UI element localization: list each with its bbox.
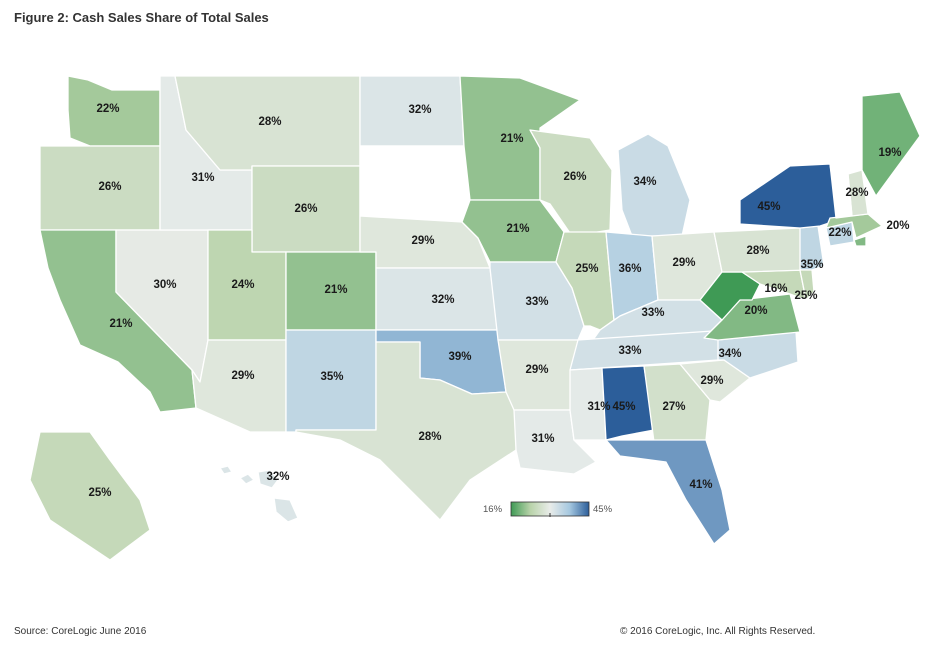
state-label-nc: 34% (718, 348, 741, 360)
state-label-ms: 31% (587, 401, 610, 413)
state-label-ar: 29% (525, 364, 548, 376)
color-legend: 16% 45% (483, 501, 613, 517)
state-label-nh: 28% (845, 187, 868, 199)
source-note: Source: CoreLogic June 2016 (14, 626, 147, 637)
state-al (601, 365, 655, 441)
state-label-oh: 29% (672, 257, 695, 269)
state-sc (679, 359, 751, 403)
state-label-me: 19% (878, 147, 901, 159)
state-label-wa: 22% (96, 103, 119, 115)
state-label-wv: 16% (764, 283, 787, 295)
state-ak (29, 431, 151, 561)
copyright-note: © 2016 CoreLogic, Inc. All Rights Reserv… (620, 626, 816, 637)
state-label-il: 25% (575, 263, 598, 275)
state-label-ny: 45% (757, 201, 780, 213)
state-label-ok: 39% (448, 351, 471, 363)
state-label-md: 25% (794, 290, 817, 302)
state-sd (359, 145, 471, 223)
state-ga (643, 363, 711, 443)
state-label-ia: 21% (506, 223, 529, 235)
state-label-nj: 35% (800, 259, 823, 271)
state-fl (605, 439, 731, 545)
state-label-mo: 33% (525, 296, 548, 308)
state-az (191, 339, 287, 433)
state-ms (569, 367, 607, 441)
state-label-ks: 32% (431, 294, 454, 306)
state-label-or: 26% (98, 181, 121, 193)
state-label-in: 36% (618, 263, 641, 275)
state-label-co: 21% (324, 284, 347, 296)
state-ny (739, 163, 839, 229)
state-label-ne: 29% (411, 235, 434, 247)
state-label-mn: 21% (500, 133, 523, 145)
labels-layer: 22% 26% 21% 30% 31% 28% 26% 24% 29% 21% 35% 32% 29% 3… (88, 103, 909, 499)
state-label-az: 29% (231, 370, 254, 382)
state-hi (219, 465, 299, 523)
legend-min-label: 16% (483, 504, 503, 515)
state-pa (713, 227, 809, 273)
state-label-ga: 27% (662, 401, 685, 413)
state-label-ak: 25% (88, 487, 111, 499)
state-label-fl: 41% (689, 479, 712, 491)
state-label-ca: 21% (109, 318, 132, 330)
state-label-ky: 33% (641, 307, 664, 319)
state-mi (617, 133, 691, 237)
state-label-mi: 34% (633, 176, 656, 188)
state-label-id: 31% (191, 172, 214, 184)
legend-max-label: 45% (593, 504, 613, 515)
state-label-nd: 32% (408, 104, 431, 116)
state-label-ma: 22% (828, 227, 851, 239)
state-tx (295, 341, 521, 521)
map-title: Figure 2: Cash Sales Share of Total Sale… (14, 10, 269, 25)
state-label-nv: 30% (153, 279, 176, 291)
state-vt (829, 163, 853, 219)
state-label-mt: 28% (258, 116, 281, 128)
state-label-nm: 35% (320, 371, 343, 383)
state-me (861, 91, 921, 197)
state-label-va: 20% (744, 305, 767, 317)
state-label-wi: 26% (563, 171, 586, 183)
state-label-ri: 20% (886, 220, 909, 232)
state-label-al: 45% (612, 401, 635, 413)
state-de (799, 269, 815, 301)
state-label-ut: 24% (231, 279, 254, 291)
state-label-tn: 33% (618, 345, 641, 357)
states-layer (29, 75, 921, 561)
state-label-tx: 28% (418, 431, 441, 443)
state-label-wy: 26% (294, 203, 317, 215)
state-label-sc: 29% (700, 375, 723, 387)
state-label-pa: 28% (746, 245, 769, 257)
state-ri (853, 235, 867, 247)
state-label-la: 31% (531, 433, 554, 445)
state-label-hi: 32% (266, 471, 289, 483)
